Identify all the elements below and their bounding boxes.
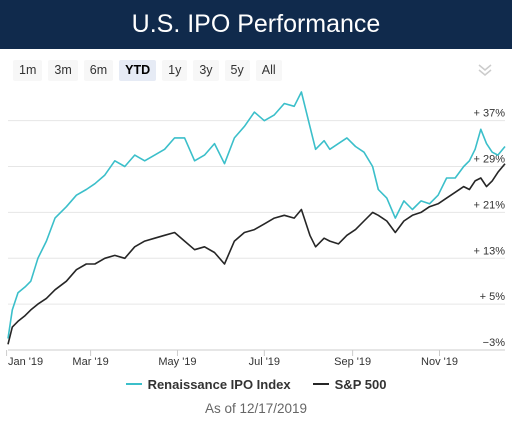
legend-swatch-sp500 bbox=[312, 383, 329, 385]
grid-lines bbox=[8, 120, 505, 351]
y-tick-label: + 5% bbox=[480, 291, 506, 303]
range-button-3m[interactable]: 3m bbox=[48, 60, 78, 81]
x-tick-label: Jul '19 bbox=[249, 356, 280, 368]
legend-item-sp500[interactable]: S&P 500 bbox=[312, 376, 387, 392]
range-button-3y[interactable]: 3y bbox=[193, 60, 219, 81]
range-button-ytd[interactable]: YTD bbox=[119, 60, 157, 81]
x-tick-label: Nov '19 bbox=[421, 356, 458, 368]
chart-legend: Renaissance IPO Index S&P 500 bbox=[0, 374, 512, 394]
chart-header: U.S. IPO Performance bbox=[0, 0, 512, 49]
chart-title: U.S. IPO Performance bbox=[131, 10, 381, 38]
range-button-all[interactable]: All bbox=[255, 60, 282, 81]
range-selector: 1m 3m 6m YTD 1y 3y 5y All bbox=[13, 60, 282, 82]
range-button-6m[interactable]: 6m bbox=[83, 60, 114, 81]
y-tick-label: + 29% bbox=[474, 154, 506, 166]
y-tick-label: −3% bbox=[483, 337, 506, 349]
y-tick-label: + 37% bbox=[474, 108, 506, 120]
x-tick-label: May '19 bbox=[158, 356, 196, 368]
x-tick-label: Mar '19 bbox=[72, 356, 108, 368]
series-line-ipo[interactable] bbox=[7, 91, 506, 339]
range-button-1m[interactable]: 1m bbox=[13, 60, 43, 81]
legend-label-sp500: S&P 500 bbox=[334, 376, 387, 392]
x-axis: Jan '19 Mar '19 May '19 Jul '19 Sep '19 Nov '… bbox=[6, 349, 505, 368]
legend-swatch-ipo bbox=[125, 383, 142, 385]
y-tick-label: + 13% bbox=[474, 245, 506, 257]
legend-item-ipo[interactable]: Renaissance IPO Index bbox=[125, 376, 291, 392]
range-button-5y[interactable]: 5y bbox=[224, 60, 250, 81]
y-tick-label: + 21% bbox=[474, 199, 506, 211]
legend-label-ipo: Renaissance IPO Index bbox=[147, 376, 291, 392]
y-axis: −3% + 5% + 13% + 21% + 29% + 37% bbox=[474, 108, 506, 349]
double-chevron-down-icon bbox=[478, 64, 492, 76]
x-tick-label: Jan '19 bbox=[8, 356, 43, 368]
as-of-date: As of 12/17/2019 bbox=[204, 401, 308, 416]
series-line-sp500[interactable] bbox=[7, 163, 506, 345]
export-menu-button[interactable] bbox=[474, 60, 496, 82]
range-button-1y[interactable]: 1y bbox=[162, 60, 188, 81]
x-tick-label: Sep '19 bbox=[334, 356, 371, 368]
series-lines bbox=[7, 91, 506, 345]
